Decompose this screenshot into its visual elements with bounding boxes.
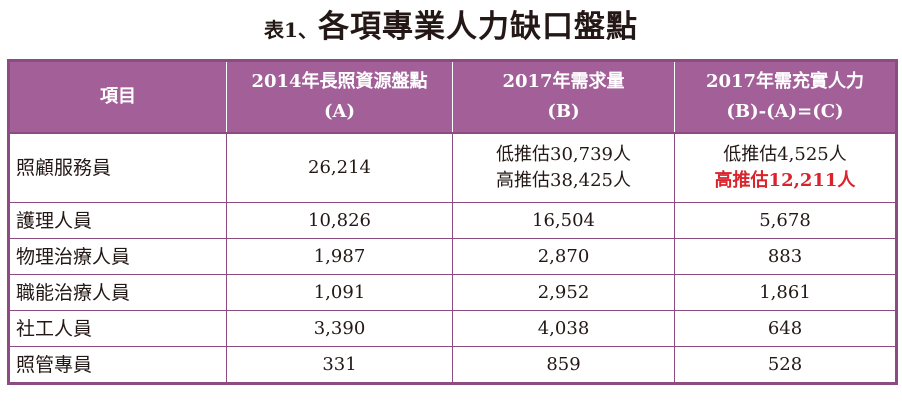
table-title-text: 各項專業人力缺口盤點 [317,9,638,45]
header-2017-demand-code: (B) [547,101,580,122]
row-name: 物理治療人員 [8,238,227,275]
row-value-b: 低推估30,739人 高推估38,425人 [452,133,675,203]
row-name: 護理人員 [8,202,227,239]
header-2017-gap-formula: (B)-(A)=(C) [726,101,844,122]
row-value-b: 16,504 [452,202,675,239]
table-title: 表1、各項專業人力缺口盤點 [0,6,902,48]
row-value-b: 2,870 [452,238,675,275]
header-item: 項目 [8,60,227,134]
table-row: 照顧服務員 26,214 低推估30,739人 高推估38,425人 低推估4,… [8,133,897,203]
manpower-gap-table: 項目 2014年長照資源盤點 (A) 2017年需求量 (B) 2017年需充實… [7,59,898,385]
header-item-label: 項目 [100,86,136,107]
row-value-c: 883 [674,238,897,275]
row-value-c: 低推估4,525人 高推估12,211人 [674,133,897,203]
row-value-a: 26,214 [226,133,453,203]
table-row: 社工人員 3,390 4,038 648 [8,310,897,347]
row-value-a: 3,390 [226,310,453,347]
row-name: 照管專員 [8,346,227,384]
table-row: 照管專員 331 859 528 [8,346,897,384]
table-number: 表1、 [264,18,318,42]
row-value-c-high-highlight: 高推估12,211人 [714,170,856,191]
row-value-c: 1,861 [674,274,897,311]
header-row: 項目 2014年長照資源盤點 (A) 2017年需求量 (B) 2017年需充實… [8,60,897,134]
row-value-b: 4,038 [452,310,675,347]
row-value-c-low: 低推估4,525人 [723,144,847,165]
row-value-c: 5,678 [674,202,897,239]
row-value-a: 1,091 [226,274,453,311]
table-row: 護理人員 10,826 16,504 5,678 [8,202,897,239]
row-value-a: 331 [226,346,453,384]
row-value-b: 2,952 [452,274,675,311]
row-name: 照顧服務員 [8,133,227,203]
row-name: 職能治療人員 [8,274,227,311]
row-value-a: 10,826 [226,202,453,239]
header-2017-demand-label: 2017年需求量 [502,71,625,92]
row-value-b: 859 [452,346,675,384]
row-name: 社工人員 [8,310,227,347]
row-value-a: 1,987 [226,238,453,275]
header-2014-resources-label: 2014年長照資源盤點 [251,71,428,92]
row-value-c: 528 [767,353,803,375]
row-value-b-low: 低推估30,739人 [496,144,631,165]
header-2017-gap-label: 2017年需充實人力 [705,71,865,92]
table-row: 物理治療人員 1,987 2,870 883 [8,238,897,275]
header-2014-resources: 2014年長照資源盤點 (A) [226,60,453,134]
header-2017-gap: 2017年需充實人力 (B)-(A)=(C) [674,60,897,134]
header-2014-resources-code: (A) [324,101,355,122]
row-value-b-high: 高推估38,425人 [496,170,631,191]
table-row: 職能治療人員 1,091 2,952 1,861 [8,274,897,311]
row-value-c: 648 [674,310,897,347]
header-2017-demand: 2017年需求量 (B) [452,60,675,134]
